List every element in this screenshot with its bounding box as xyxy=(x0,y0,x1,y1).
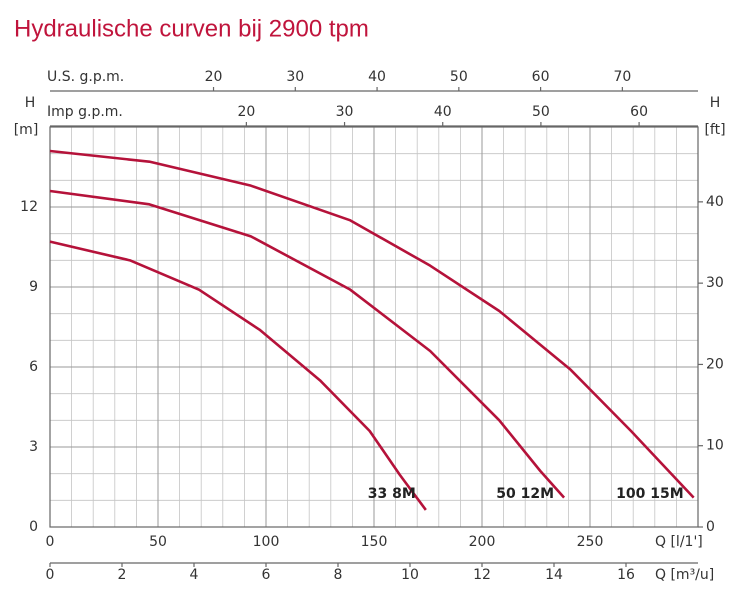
y2-tick-label: 20 xyxy=(706,356,724,372)
y-axis-label: H xyxy=(25,95,36,111)
x-extra-tick-label: 50 xyxy=(450,69,468,85)
series-label: 50 12M xyxy=(496,486,554,502)
x-extra-tick-label: 30 xyxy=(286,69,304,85)
x-extra-tick-label: 50 xyxy=(532,104,550,120)
x-tick-label: 100 xyxy=(253,534,280,550)
y2-axis-unit: [ft] xyxy=(704,122,725,138)
x-extra-tick-label: 30 xyxy=(336,104,354,120)
y2-tick-label: 30 xyxy=(706,275,724,291)
x-extra-tick-label: 10 xyxy=(401,567,419,583)
plot-frame xyxy=(49,126,699,528)
x-extra-tick-label: 40 xyxy=(368,69,386,85)
x-extra-tick-label: 70 xyxy=(613,69,631,85)
x-extra-tick-label: 60 xyxy=(630,104,648,120)
x-tick-label: 250 xyxy=(577,534,604,550)
x-extra-axis-label: Imp g.p.m. xyxy=(47,104,123,120)
y-tick-label: 9 xyxy=(29,279,38,295)
curve xyxy=(49,149,695,499)
x-tick-label: 200 xyxy=(469,534,496,550)
x-extra-tick-label: 0 xyxy=(46,567,55,583)
y-tick-label: 3 xyxy=(29,439,38,455)
series-label: 33 8M xyxy=(368,486,416,502)
x-extra-tick-label: 20 xyxy=(237,104,255,120)
x-extra-tick-label: 4 xyxy=(190,567,199,583)
x-extra-tick-label: 12 xyxy=(473,567,491,583)
x-tick-label: 150 xyxy=(361,534,388,550)
x-axis-label: Q [l/1'] xyxy=(655,534,703,550)
x-tick-label: 50 xyxy=(149,534,167,550)
y2-tick-label: 10 xyxy=(706,438,724,454)
y-tick-label: 0 xyxy=(29,519,38,535)
x-extra-tick-label: 6 xyxy=(262,567,271,583)
y-tick-label: 12 xyxy=(20,199,38,215)
x-extra-axis-label: Q [m³/u] xyxy=(655,567,714,583)
curve xyxy=(49,240,427,511)
x-extra-tick-label: 20 xyxy=(205,69,223,85)
x-extra-tick-label: 8 xyxy=(334,567,343,583)
y-axis-unit: [m] xyxy=(14,122,39,138)
x-extra-tick-label: 40 xyxy=(434,104,452,120)
x-extra-tick-label: 2 xyxy=(118,567,127,583)
x-extra-axis-label: U.S. g.p.m. xyxy=(47,69,124,85)
y2-axis-label: H xyxy=(710,95,721,111)
y2-tick-label: 0 xyxy=(706,519,715,535)
x-extra-tick-label: 16 xyxy=(617,567,635,583)
curve xyxy=(49,189,566,499)
x-tick-label: 0 xyxy=(46,534,55,550)
x-extra-tick-label: 14 xyxy=(545,567,563,583)
chart-title: Hydraulische curven bij 2900 tpm xyxy=(14,15,369,42)
x-extra-tick-label: 60 xyxy=(532,69,550,85)
y-tick-label: 6 xyxy=(29,359,38,375)
series-label: 100 15M xyxy=(616,486,684,502)
y2-tick-label: 40 xyxy=(706,194,724,210)
